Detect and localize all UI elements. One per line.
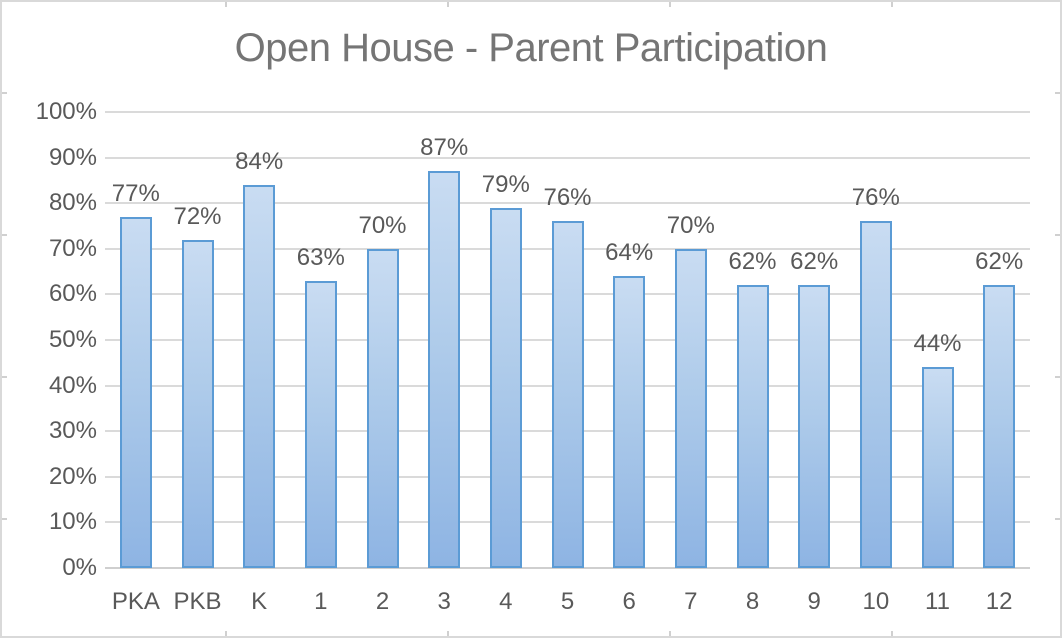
sheet-gridline-dash	[1055, 518, 1060, 520]
bar	[304, 280, 337, 568]
bar-value-label: 44%	[913, 330, 962, 358]
y-axis-tick-label: 60%	[48, 280, 97, 308]
bar	[366, 248, 399, 568]
bar	[551, 221, 584, 568]
sheet-gridline-dash	[669, 631, 671, 636]
sheet-gridline-dash	[447, 2, 449, 7]
bar	[674, 248, 707, 568]
x-axis-tick-label: K	[251, 588, 268, 615]
bar	[921, 367, 954, 568]
bar	[181, 239, 214, 568]
chart-title: Open House - Parent Participation	[234, 26, 828, 70]
bar-value-label: 84%	[235, 147, 284, 175]
sheet-gridline-dash	[891, 2, 893, 7]
x-axis-tick-label: 11	[925, 588, 950, 615]
sheet-gridline-dash	[1055, 234, 1060, 236]
bar	[613, 276, 646, 568]
bar-value-label: 76%	[851, 184, 900, 212]
bar-value-label: 62%	[790, 248, 839, 276]
x-axis-line	[105, 567, 1030, 569]
sheet-gridline-dash	[2, 518, 7, 520]
bar-value-label: 62%	[728, 248, 777, 276]
bar	[243, 184, 276, 568]
y-axis-tick-label: 70%	[48, 234, 97, 262]
sheet-gridline-dash	[225, 2, 227, 7]
y-axis-tick-label: 50%	[48, 326, 97, 353]
y-axis-tick-label: 40%	[48, 371, 97, 399]
bar-value-label: 87%	[420, 134, 469, 162]
bar-value-label: 64%	[605, 239, 654, 267]
bar	[489, 207, 522, 568]
gridline	[105, 202, 1030, 205]
bar	[798, 285, 831, 568]
x-axis-tick-label: 1	[314, 588, 328, 615]
y-axis-tick-label: 80%	[48, 189, 97, 217]
bar-value-label: 63%	[296, 243, 345, 271]
x-axis-tick-label: PKA	[111, 588, 160, 615]
y-axis-tick-label: 30%	[48, 417, 97, 445]
gridline	[105, 156, 1030, 159]
x-axis-tick-label: 5	[560, 588, 575, 615]
bar-value-label: 79%	[481, 170, 530, 198]
x-axis-tick-label: 6	[622, 588, 636, 615]
x-axis-tick-label: 4	[499, 588, 513, 615]
sheet-gridline-dash	[447, 631, 449, 636]
bar-value-label: 72%	[173, 202, 222, 230]
sheet-gridline-dash	[669, 2, 671, 7]
bar-value-label: 77%	[111, 179, 160, 207]
x-axis-tick-label: 8	[745, 588, 760, 615]
sheet-gridline-dash	[1055, 92, 1060, 94]
bar	[736, 285, 769, 568]
y-axis-tick-label: 10%	[48, 508, 97, 536]
bar	[119, 216, 152, 568]
y-axis-tick-label: 0%	[62, 554, 97, 581]
bar	[859, 221, 892, 568]
bar-value-label: 70%	[666, 211, 715, 239]
bar-value-label: 70%	[358, 211, 407, 239]
x-axis-tick-label: 2	[375, 588, 390, 615]
sheet-gridline-dash	[2, 376, 7, 378]
x-axis-tick-label: 9	[807, 588, 821, 615]
bar	[983, 285, 1016, 568]
gridline	[105, 111, 1030, 113]
x-axis-tick-label: PKB	[173, 588, 222, 615]
sheet-gridline-dash	[891, 631, 893, 636]
x-axis-tick-label: 7	[684, 588, 698, 615]
sheet-gridline-dash	[1055, 376, 1060, 378]
sheet-gridline-dash	[225, 631, 227, 636]
y-axis-tick-label: 90%	[48, 143, 97, 171]
x-axis-tick-label: 10	[862, 588, 890, 615]
x-axis-tick-label: 12	[985, 588, 1013, 615]
y-axis-tick-label: 100%	[35, 98, 97, 125]
x-axis-tick-label: 3	[437, 588, 451, 615]
sheet-gridline-dash	[2, 234, 7, 236]
bar-value-label: 62%	[975, 248, 1024, 276]
bar	[428, 171, 461, 568]
y-axis-tick-label: 20%	[48, 462, 97, 490]
bar-value-label: 76%	[543, 184, 592, 212]
sheet-gridline-dash	[2, 92, 7, 94]
